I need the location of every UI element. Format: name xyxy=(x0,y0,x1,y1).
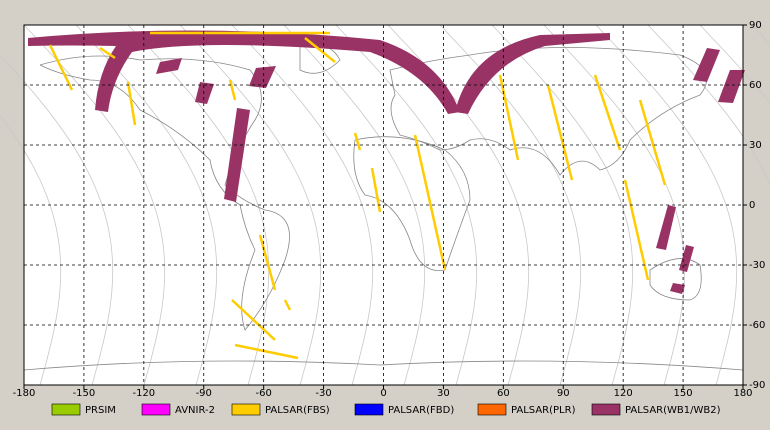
x-tick-label: 90 xyxy=(557,388,570,399)
y-tick-label: 30 xyxy=(749,140,762,151)
y-tick-label: 0 xyxy=(749,200,755,211)
x-tick-label: -180 xyxy=(13,388,36,399)
legend-swatch xyxy=(477,403,507,416)
legend: PRSIM AVNIR-2 PALSAR(FBS) PALSAR(FBD) PALSAR… xyxy=(51,403,721,416)
wide-swaths xyxy=(28,30,745,294)
legend-label: PALSAR(PLR) xyxy=(511,405,576,416)
y-tick-label: 90 xyxy=(749,20,762,31)
legend-swatch xyxy=(141,403,171,416)
orbit-track xyxy=(699,24,770,104)
x-tick-label: 30 xyxy=(437,388,450,399)
x-tick-label: -30 xyxy=(315,388,331,399)
x-tick-label: -60 xyxy=(255,388,271,399)
legend-label: PRSIM xyxy=(85,405,116,416)
x-tick-label: 120 xyxy=(614,388,633,399)
x-tick-label: -120 xyxy=(132,388,155,399)
x-tick-label: 150 xyxy=(674,388,693,399)
legend-label: PALSAR(FBD) xyxy=(388,405,454,416)
legend-swatch xyxy=(591,403,621,416)
axes: -180 -150 -120 -90 -60 -30 0 30 60 90 120 150 180 90 6… xyxy=(13,20,766,399)
fbs-swaths xyxy=(48,31,667,360)
x-tick-label: -150 xyxy=(73,388,96,399)
legend-swatch xyxy=(51,403,81,416)
y-tick-label: -30 xyxy=(749,260,765,271)
x-tick-label: 60 xyxy=(497,388,510,399)
legend-label: PALSAR(FBS) xyxy=(265,405,330,416)
x-tick-label: -90 xyxy=(196,388,212,399)
legend-label: AVNIR-2 xyxy=(175,405,215,416)
y-tick-label: 60 xyxy=(749,80,762,91)
legend-swatch xyxy=(231,403,261,416)
legend-swatch xyxy=(354,403,384,416)
y-tick-label: -60 xyxy=(749,320,765,331)
x-tick-label: 180 xyxy=(733,388,752,399)
legend-label: PALSAR(WB1/WB2) xyxy=(625,405,721,416)
coastlines xyxy=(23,43,744,371)
y-tick-label: -90 xyxy=(749,380,765,391)
x-tick-label: 0 xyxy=(380,388,386,399)
